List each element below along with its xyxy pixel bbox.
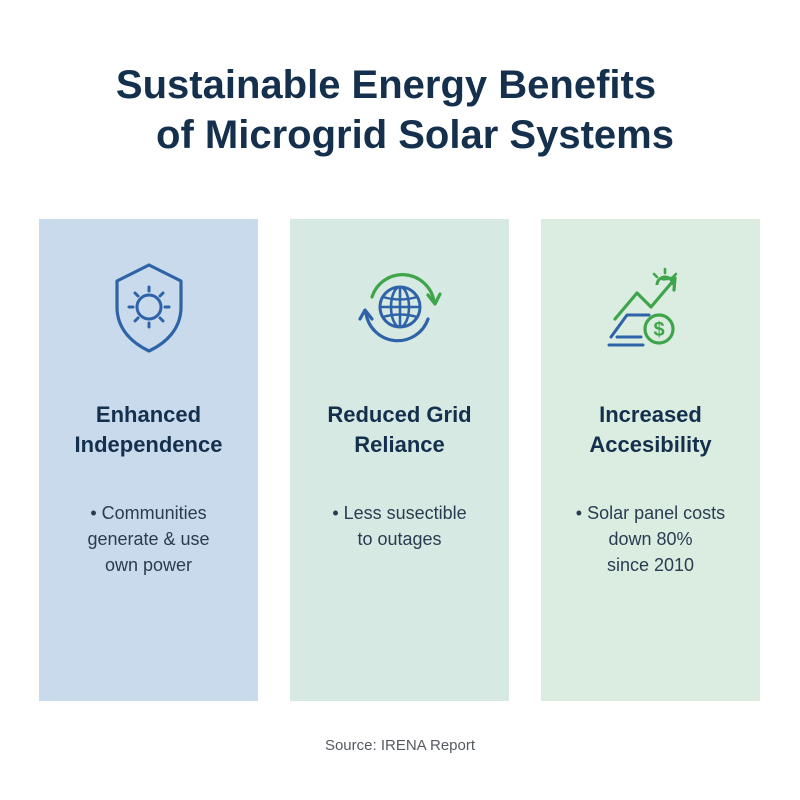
card-title-line-2: Accesibility [589,432,712,457]
card-title-line-1: Increased [599,402,702,427]
card-title: Reduced Grid Reliance [290,400,509,460]
card-bullet: • Solar panel costs down 80% since 2010 [541,500,760,578]
bullet-line-3: since 2010 [606,555,695,575]
card-bullet: • Communities generate & use own power [39,500,258,578]
card-increased-accessibility: $ Increased Accesibility • Solar panel c… [541,219,760,701]
page-title: Sustainable Energy Benefits of Microgrid… [0,60,800,160]
card-reduced-grid-reliance: Reduced Grid Reliance • Less susectible … [290,219,509,701]
bullet-line-2: down 80% [608,529,693,549]
card-title: Increased Accesibility [541,400,760,460]
title-line-2: of Microgrid Solar Systems [156,113,674,157]
bullet-line-2: generate & use [87,529,210,549]
card-title-line-1: Enhanced [95,402,202,427]
shield-sun-icon [99,257,199,357]
bullet-line-3: own power [104,555,193,575]
dollar-growth-icon: $ [601,257,701,357]
source-note: Source: IRENA Report [324,737,476,754]
bullet-line-1: • Less susectible [332,503,467,523]
bullet-line-2: to outages [357,529,442,549]
card-title-line-2: Reliance [354,432,445,457]
globe-cycle-icon [350,257,450,357]
bullet-line-1: • Solar panel costs [575,503,726,523]
title-line-1: Sustainable Energy Benefits [115,63,657,107]
card-title: Enhanced Independence [39,400,258,460]
bullet-line-1: • Communities [90,503,207,523]
svg-text:$: $ [653,319,664,341]
card-title-line-2: Independence [74,432,223,457]
card-bullet: • Less susectible to outages [290,500,509,552]
card-enhanced-independence: Enhanced Independence • Communities gene… [39,219,258,701]
card-title-line-1: Reduced Grid [327,402,472,427]
